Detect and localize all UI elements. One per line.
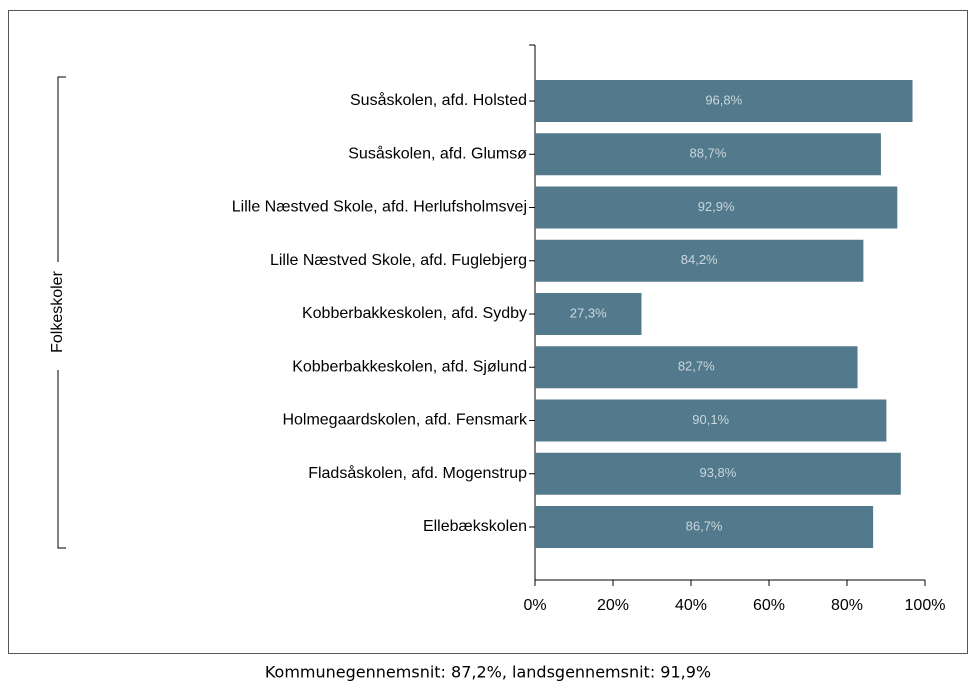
bar: [535, 506, 874, 548]
value-label: 27,3%: [570, 305, 607, 320]
value-label: 96,8%: [705, 92, 742, 107]
bar: [535, 133, 881, 176]
value-label: 88,7%: [690, 146, 727, 161]
x-tick-label: 20%: [597, 597, 629, 614]
y-tick-label: Holmegaardskolen, afd. Fensmark: [282, 412, 528, 429]
bar: [535, 452, 901, 495]
x-tick-label: 40%: [675, 597, 707, 614]
bar: [535, 293, 642, 335]
x-tick-label: 80%: [831, 597, 863, 614]
bar: [535, 80, 913, 122]
bar: [535, 186, 898, 229]
bracket-gap: [46, 262, 70, 370]
y-tick-label: Lille Næstved Skole, afd. Herlufsholmsve…: [232, 199, 527, 216]
y-tick-label: Susåskolen, afd. Holsted: [350, 91, 527, 109]
bar: [535, 399, 887, 442]
y-tick-label: Lille Næstved Skole, afd. Fuglebjerg: [270, 252, 527, 269]
group-label: Folkeskoler: [49, 270, 66, 352]
y-tick-label: Kobberbakkeskolen, afd. Sjølund: [292, 358, 527, 375]
value-label: 93,8%: [699, 465, 736, 480]
y-tick-label: Ellebækskolen: [423, 518, 527, 535]
value-label: 90,1%: [692, 412, 729, 427]
value-label: 86,7%: [686, 518, 723, 533]
bar: [535, 239, 864, 282]
x-tick-label: 100%: [905, 597, 946, 614]
value-label: 92,9%: [698, 199, 735, 214]
frame: [8, 10, 968, 654]
value-label: 84,2%: [681, 252, 718, 267]
bar: [535, 346, 858, 389]
y-tick-label: Susåskolen, afd. Glumsø: [348, 144, 527, 162]
y-tick-label: Fladsåskolen, afd. Mogenstrup: [308, 464, 527, 482]
footnote: Kommunegennemsnit: 87,2%, landsgennemsni…: [265, 663, 711, 682]
x-tick-label: 60%: [753, 597, 785, 614]
value-label: 82,7%: [678, 359, 715, 374]
x-tick-label: 0%: [523, 597, 546, 614]
y-tick-label: Kobberbakkeskolen, afd. Sydby: [302, 305, 527, 322]
